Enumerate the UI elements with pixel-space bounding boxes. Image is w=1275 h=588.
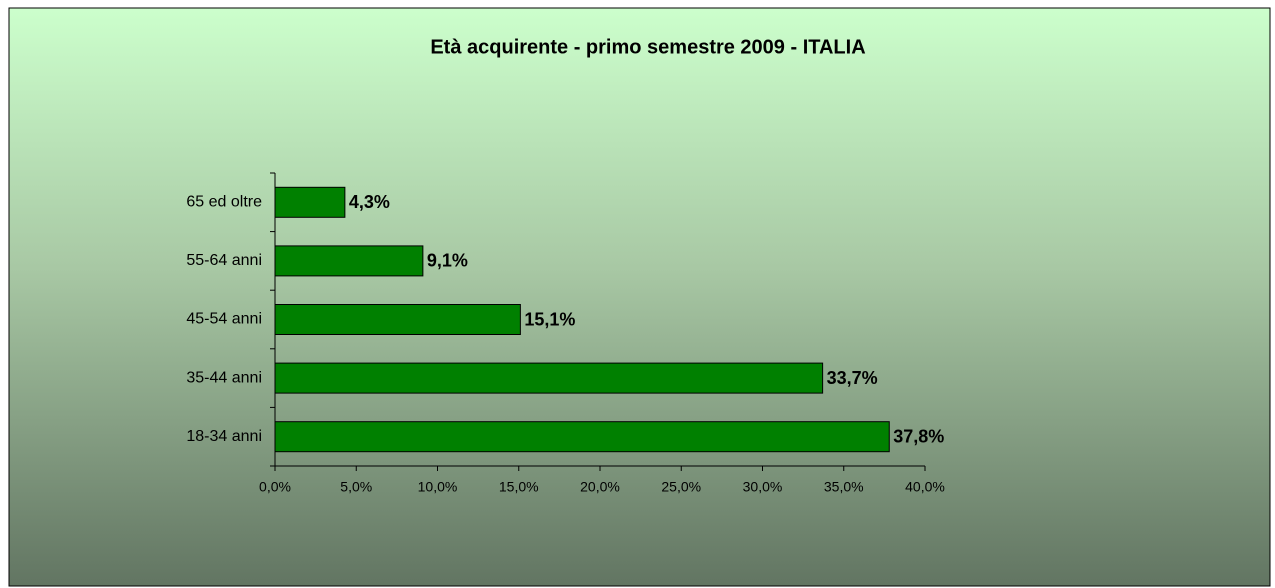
- bar: [274, 362, 824, 394]
- y-tick-label: 45-54 anni: [186, 311, 262, 328]
- x-tick-label: 15,0%: [499, 479, 539, 495]
- x-tick-label: 25,0%: [661, 479, 701, 495]
- y-tick-label: 18-34 anni: [186, 428, 262, 445]
- bar: [274, 186, 346, 218]
- x-tick-label: 5,0%: [340, 479, 372, 495]
- bar: [274, 421, 890, 453]
- value-label: 37,8%: [893, 426, 944, 446]
- y-tick-label: 35-44 anni: [186, 369, 262, 386]
- x-tick-label: 35,0%: [824, 479, 864, 495]
- x-tick-label: 40,0%: [905, 479, 945, 495]
- value-label: 4,3%: [349, 192, 390, 212]
- x-tick-label: 10,0%: [418, 479, 458, 495]
- chart-background: [8, 7, 1271, 587]
- x-tick-label: 20,0%: [580, 479, 620, 495]
- y-tick-label: 65 ed oltre: [186, 194, 262, 211]
- value-label: 9,1%: [427, 251, 468, 271]
- chart-title: Età acquirente - primo semestre 2009 - I…: [430, 36, 865, 58]
- x-tick-label: 0,0%: [259, 479, 291, 495]
- value-label: 33,7%: [827, 368, 878, 388]
- bar: [274, 245, 424, 277]
- y-tick-label: 55-64 anni: [186, 252, 262, 269]
- bar: [274, 304, 521, 335]
- value-label: 15,1%: [524, 309, 575, 329]
- x-tick-label: 30,0%: [743, 479, 783, 495]
